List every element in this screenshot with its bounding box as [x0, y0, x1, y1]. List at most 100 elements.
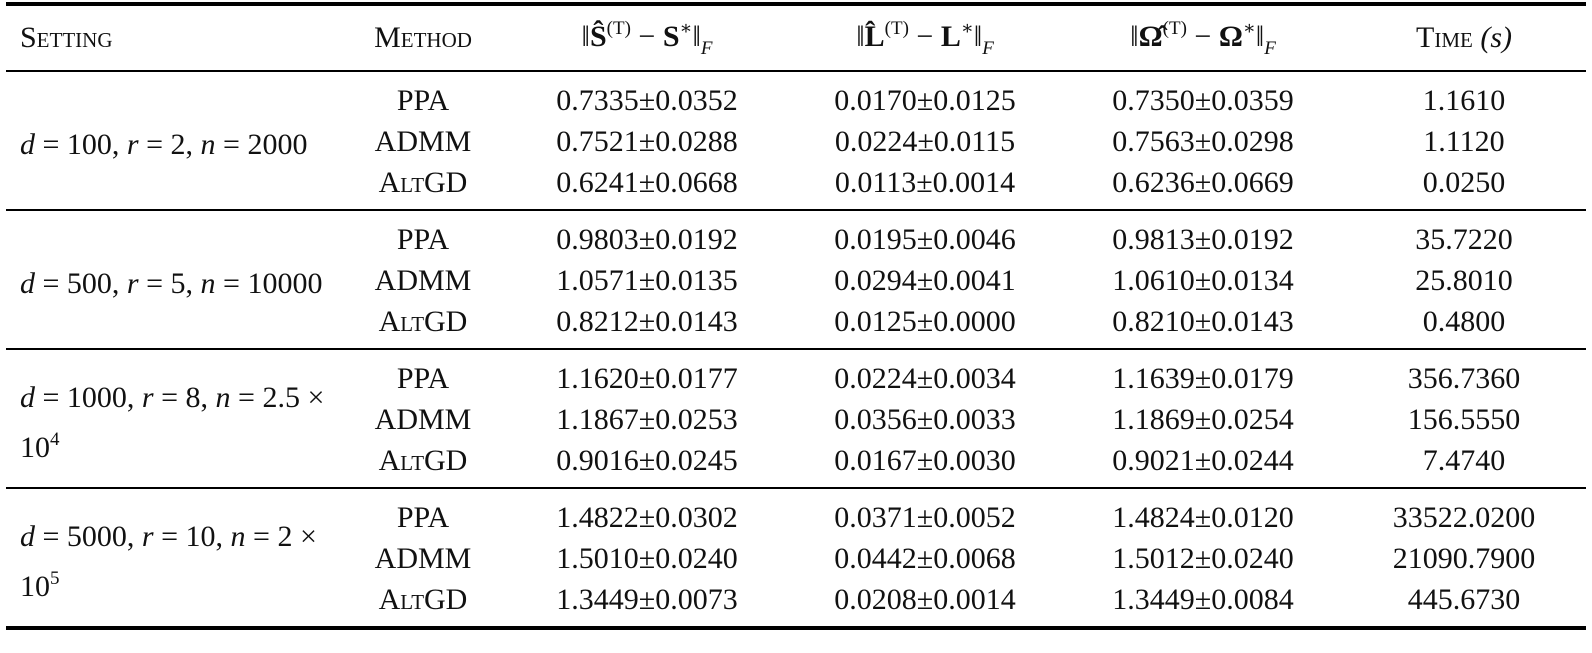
- text-segment: ‖: [581, 19, 590, 53]
- value-cell: 356.7360: [1407, 361, 1521, 395]
- value-cell: 0.8212±0.0143: [556, 304, 738, 338]
- setting-group: d = 5000, r = 10, n = 2 × 105 PPA 1.4822±0…: [6, 488, 1586, 628]
- text-segment: Ω: [1218, 19, 1243, 53]
- table-row: ADMM 1.0571±0.0135 0.0294±0.0041 1.0610±0.0…: [6, 260, 1586, 301]
- value-cell: 0.0356±0.0033: [834, 402, 1016, 436]
- method-cell: ADMM: [374, 541, 472, 575]
- text-segment: Ω̂: [1138, 19, 1163, 53]
- value-cell: 1.3449±0.0084: [1112, 582, 1294, 616]
- table-row: d = 5000, r = 10, n = 2 × 105 PPA 1.4822±0…: [6, 488, 1586, 603]
- value-cell: 1.0571±0.0135: [556, 263, 738, 297]
- method-cell: PPA: [396, 83, 450, 117]
- value-cell: 0.0170±0.0125: [834, 83, 1016, 117]
- text-segment: 4: [50, 428, 60, 450]
- text-segment: ∗: [1242, 17, 1256, 39]
- value-cell: 445.6730: [1407, 582, 1521, 616]
- text-segment: r: [141, 380, 154, 414]
- method-cell: PPA: [396, 500, 450, 534]
- setting-cell: d = 500, r = 5, n = 10000: [6, 210, 338, 349]
- value-cell: 0.0224±0.0034: [834, 361, 1016, 395]
- text-segment: = 8,: [153, 380, 216, 414]
- method-cell: AltGD: [378, 443, 468, 477]
- value-cell: 1.0610±0.0134: [1112, 263, 1294, 297]
- text-segment: = 2,: [138, 127, 201, 161]
- value-cell: 1.1867±0.0253: [556, 402, 738, 436]
- text-segment: (T): [606, 17, 631, 39]
- text-segment: ∗: [679, 17, 693, 39]
- value-cell: 1.1869±0.0254: [1112, 402, 1294, 436]
- text-segment: Ŝ: [589, 19, 607, 53]
- value-cell: 0.0167±0.0030: [834, 443, 1016, 477]
- text-segment: ‖: [1255, 19, 1265, 53]
- text-segment: = 10000: [215, 266, 323, 300]
- setting-group: d = 100, r = 2, n = 2000 PPA 0.7335±0.0352…: [6, 71, 1586, 210]
- column-header: Time (s): [1342, 4, 1586, 71]
- method-cell: AltGD: [378, 165, 468, 199]
- text-segment: ‖: [856, 19, 865, 53]
- value-cell: 1.5012±0.0240: [1112, 541, 1294, 575]
- text-segment: F: [982, 37, 994, 59]
- table-row: AltGD 0.9016±0.0245 0.0167±0.0030 0.9021±0.…: [6, 440, 1586, 488]
- text-segment: d: [20, 380, 35, 414]
- header-row: Setting Method ‖Ŝ(T) − S∗‖F ‖L̂(T) − L∗‖F ‖Ω…: [6, 4, 1586, 71]
- text-segment: ‖: [973, 19, 983, 53]
- value-cell: 0.0208±0.0014: [834, 582, 1016, 616]
- value-cell: 0.9016±0.0245: [556, 443, 738, 477]
- text-segment: = 5000,: [35, 519, 142, 553]
- method-cell: PPA: [396, 361, 450, 395]
- column-header: ‖Ŝ(T) − S∗‖F: [508, 4, 786, 71]
- value-cell: 0.4800: [1422, 304, 1506, 338]
- text-segment: n: [200, 127, 216, 161]
- method-cell: ADMM: [374, 402, 472, 436]
- text-segment: F: [700, 37, 713, 59]
- text-segment: d: [20, 266, 35, 300]
- value-cell: 1.1120: [1423, 124, 1505, 158]
- text-segment: ‖: [692, 19, 701, 53]
- value-cell: 0.0442±0.0068: [834, 541, 1016, 575]
- text-segment: = 1000,: [35, 380, 142, 414]
- value-cell: 156.5550: [1407, 402, 1521, 436]
- text-segment: r: [126, 266, 139, 300]
- setting-cell: d = 100, r = 2, n = 2000: [6, 71, 338, 210]
- text-segment: n: [200, 266, 216, 300]
- value-cell: 0.0224±0.0115: [834, 124, 1016, 158]
- value-cell: 0.7335±0.0352: [556, 83, 738, 117]
- text-segment: −: [630, 19, 663, 53]
- text-segment: (s): [1480, 21, 1512, 54]
- text-segment: Time: [1416, 21, 1481, 54]
- value-cell: 0.0195±0.0046: [834, 222, 1016, 256]
- value-cell: 0.6241±0.0668: [556, 165, 738, 199]
- value-cell: 1.4824±0.0120: [1112, 500, 1294, 534]
- table-row: ADMM 1.1867±0.0253 0.0356±0.0033 1.1869±0.0…: [6, 399, 1586, 440]
- text-segment: = 5,: [138, 266, 201, 300]
- value-cell: 25.8010: [1415, 263, 1513, 297]
- value-cell: 21090.7900: [1392, 541, 1536, 575]
- value-cell: 0.7350±0.0359: [1112, 83, 1294, 117]
- value-cell: 1.3449±0.0073: [556, 582, 738, 616]
- text-segment: = 2000: [215, 127, 308, 161]
- method-cell: PPA: [396, 222, 450, 256]
- text-segment: −: [1186, 19, 1219, 53]
- setting-group: d = 500, r = 5, n = 10000 PPA 0.9803±0.019…: [6, 210, 1586, 349]
- text-segment: S: [662, 19, 680, 53]
- column-header: ‖L̂(T) − L∗‖F: [786, 4, 1064, 71]
- value-cell: 0.0113±0.0014: [834, 165, 1016, 199]
- method-cell: AltGD: [378, 304, 468, 338]
- text-segment: n: [215, 380, 231, 414]
- text-segment: r: [141, 519, 154, 553]
- value-cell: 7.4740: [1422, 443, 1506, 477]
- value-cell: 0.0250: [1422, 165, 1506, 199]
- column-header: Setting: [6, 4, 338, 71]
- value-cell: 1.1620±0.0177: [556, 361, 738, 395]
- setting-group: d = 1000, r = 8, n = 2.5 × 104 PPA 1.1620±…: [6, 349, 1586, 488]
- text-segment: = 2.5 × 10: [20, 380, 325, 464]
- table-row: d = 1000, r = 8, n = 2.5 × 104 PPA 1.1620±…: [6, 349, 1586, 464]
- text-segment: L: [940, 19, 961, 53]
- value-cell: 0.0294±0.0041: [834, 263, 1016, 297]
- text-segment: r: [126, 127, 139, 161]
- text-segment: ‖: [1130, 19, 1139, 53]
- text-segment: Method: [374, 21, 472, 54]
- text-segment: = 100,: [35, 127, 127, 161]
- table-header: Setting Method ‖Ŝ(T) − S∗‖F ‖L̂(T) − L∗‖F ‖Ω…: [6, 4, 1586, 71]
